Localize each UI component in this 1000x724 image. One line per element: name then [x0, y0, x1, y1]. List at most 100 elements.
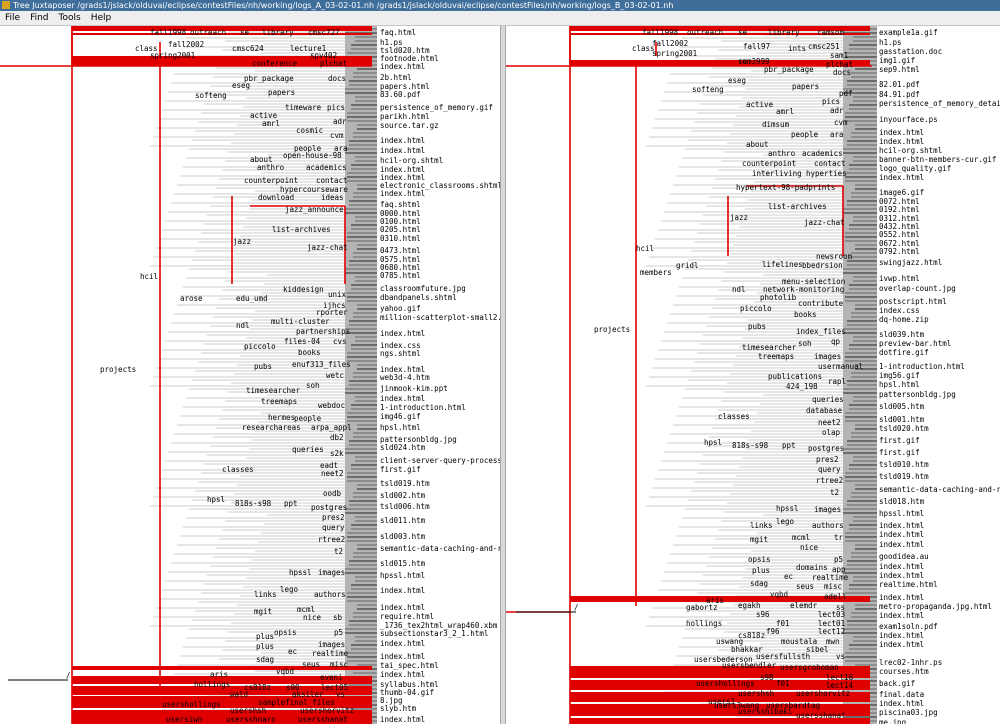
leaf-band-stripe	[843, 148, 877, 150]
menu-tools[interactable]: Tools	[58, 13, 81, 23]
leaf-band-stripe	[855, 244, 877, 246]
leaf-band-stripe	[843, 212, 877, 214]
tree-node-label: contact	[814, 159, 846, 168]
tree-node-label: links	[750, 521, 773, 530]
right-tree-canvas[interactable]: /fall1998 outreach se library ramsomclassfal…	[506, 26, 1000, 724]
tree-node-label: adell	[824, 592, 847, 601]
tree-leaf-label: index.html	[380, 603, 425, 612]
leaf-band-stripe	[347, 656, 377, 658]
leaf-band-stripe	[353, 556, 377, 558]
leaf-band-stripe	[347, 536, 377, 538]
tree-leaf-label: 84.91.pdf	[879, 90, 920, 99]
left-tree-canvas[interactable]: / fall1998 outreach se library cmsc727 class fa…	[0, 26, 500, 724]
leaf-band-stripe	[853, 220, 877, 222]
tree-node-label: domains	[796, 563, 828, 572]
tree-node-label: hollings	[686, 619, 722, 628]
leaf-band-stripe	[355, 276, 377, 278]
pane-divider[interactable]	[500, 26, 506, 724]
leaf-band-stripe	[357, 184, 377, 186]
leaf-band-stripe	[345, 568, 377, 570]
leaf-band-stripe	[845, 300, 877, 302]
leaf-band-stripe	[845, 116, 877, 118]
tree-node-label: uswang	[716, 637, 743, 646]
leaf-band-stripe	[347, 52, 377, 54]
tree-node-label: class	[632, 44, 655, 53]
leaf-band-stripe	[351, 284, 377, 286]
tree-leaf-label: hcil-org.shtml	[380, 156, 443, 165]
tree-node-label: members	[640, 268, 672, 277]
leaf-band-stripe	[849, 468, 877, 470]
leaf-band-stripe	[357, 424, 377, 426]
tree-node-label: rporter	[316, 308, 348, 317]
leaf-band-stripe	[347, 352, 377, 354]
tree-node-label: usersshnaro	[226, 715, 276, 724]
leaf-band-stripe	[355, 520, 377, 522]
leaf-band-stripe	[845, 472, 877, 474]
tree-node-label: cvm	[330, 131, 344, 140]
tree-node-label: opsis	[274, 628, 297, 637]
leaf-band-stripe	[349, 320, 377, 322]
leaf-band-stripe	[855, 484, 877, 486]
tree-node-label: hcil	[636, 244, 654, 253]
tree-node-label: adr	[333, 117, 347, 126]
leaf-band-stripe	[845, 360, 877, 362]
leaf-band-stripe	[855, 364, 877, 366]
tree-node-label: amrl	[776, 107, 794, 116]
tree-node-label: partnerships	[296, 327, 350, 336]
tree-leaf-label: 2b.html	[380, 73, 412, 82]
tree-node-label: usersshanat	[796, 711, 846, 720]
tree-leaf-label: index.html	[380, 189, 425, 198]
leaf-band-stripe	[851, 132, 877, 134]
leaf-band-stripe	[355, 636, 377, 638]
leaf-band-stripe	[851, 72, 877, 74]
tree-node-label: authors	[314, 590, 346, 599]
leaf-band-stripe	[845, 536, 877, 538]
leaf-band-stripe	[357, 608, 377, 610]
leaf-band-stripe	[353, 436, 377, 438]
tree-node-label: arpa_appl	[311, 423, 352, 432]
tree-node-label: class	[135, 44, 158, 53]
leaf-band-stripe	[847, 140, 877, 142]
leaf-band-stripe	[355, 400, 377, 402]
tree-node-label: 818s-s98	[235, 499, 272, 508]
leaf-band-stripe	[355, 100, 377, 102]
tree-leaf-label: image6.gif	[879, 188, 924, 197]
tree-leaf-label: hpsl.html	[380, 423, 421, 432]
tree-node-label: t2	[334, 547, 343, 556]
tree-leaf-label: back.gif	[879, 679, 915, 688]
tree-leaf-label: sld039.htm	[879, 330, 925, 339]
tree-node-label: misc	[824, 582, 842, 591]
menu-file[interactable]: File	[5, 13, 21, 23]
tree-node-label: s00	[286, 683, 300, 692]
leaf-band-stripe	[357, 484, 377, 486]
leaf-band-stripe	[849, 48, 877, 50]
tree-node-label: pbr_package	[244, 74, 294, 83]
highlight-block	[570, 33, 870, 35]
right-tree-pane[interactable]: / fall1998 outreach se library ramsom class fal…	[506, 26, 1000, 724]
leaf-band-stripe	[845, 240, 877, 242]
leaf-band-stripe	[851, 372, 877, 374]
tree-node-label: postgres	[311, 503, 347, 512]
root-label: /	[66, 671, 71, 680]
tree-leaf-label: 0552.html	[879, 230, 920, 239]
tree-node-label: f96	[766, 627, 780, 636]
tree-leaf-label: footnode.html	[380, 54, 439, 63]
leaf-band-stripe	[347, 600, 377, 602]
highlight-block	[570, 60, 870, 66]
leaf-band-stripe	[847, 144, 877, 146]
highlight-block	[72, 26, 372, 31]
tree-node-label: spring2001	[150, 51, 195, 60]
menu-help[interactable]: Help	[90, 13, 112, 23]
leaf-band-stripe	[349, 444, 377, 446]
highlight-block	[72, 696, 372, 708]
tree-leaf-label: index.html	[879, 571, 924, 580]
tree-leaf-label: goodidea.au	[879, 552, 929, 561]
left-tree-pane[interactable]: / fall1998 outreach se library cmsc727 class fa…	[0, 26, 500, 724]
leaf-band-stripe	[849, 408, 877, 410]
leaf-band-stripe	[853, 460, 877, 462]
leaf-band-stripe	[349, 504, 377, 506]
leaf-band-stripe	[855, 608, 877, 610]
leaf-band-stripe	[851, 136, 877, 138]
leaf-band-stripe	[353, 372, 377, 374]
menu-find[interactable]: Find	[30, 13, 49, 23]
